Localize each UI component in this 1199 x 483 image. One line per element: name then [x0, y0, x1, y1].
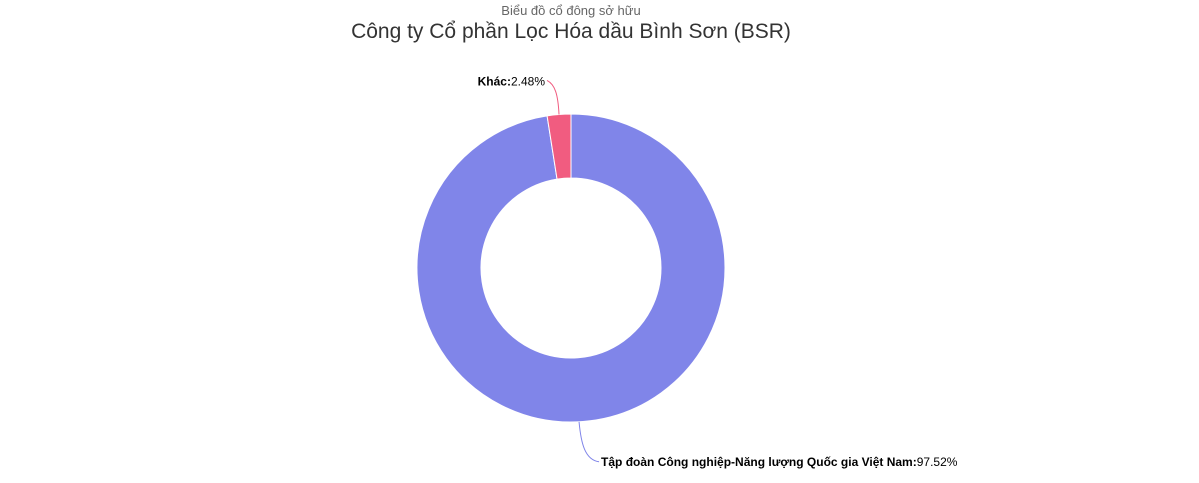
connector-1: [546, 80, 560, 115]
data-label-0: Tập đoàn Công nghiệp-Năng lượng Quốc gia…: [601, 455, 958, 469]
data-label-value: 2.48%: [511, 74, 545, 88]
chart-subtitle: Biểu đồ cổ đông sở hữu: [501, 3, 641, 18]
chart-title: Công ty Cổ phần Lọc Hóa dầu Bình Sơn (BS…: [351, 20, 791, 43]
data-label-1: Khác:2.48%: [478, 74, 546, 88]
data-label-name: Tập đoàn Công nghiệp-Năng lượng Quốc gia…: [601, 455, 917, 469]
data-label-name: Khác:: [478, 74, 511, 88]
slice-0[interactable]: [416, 113, 726, 423]
data-label-value: 97.52%: [917, 455, 958, 469]
slice-1[interactable]: [546, 113, 572, 180]
connector-0: [578, 421, 600, 463]
